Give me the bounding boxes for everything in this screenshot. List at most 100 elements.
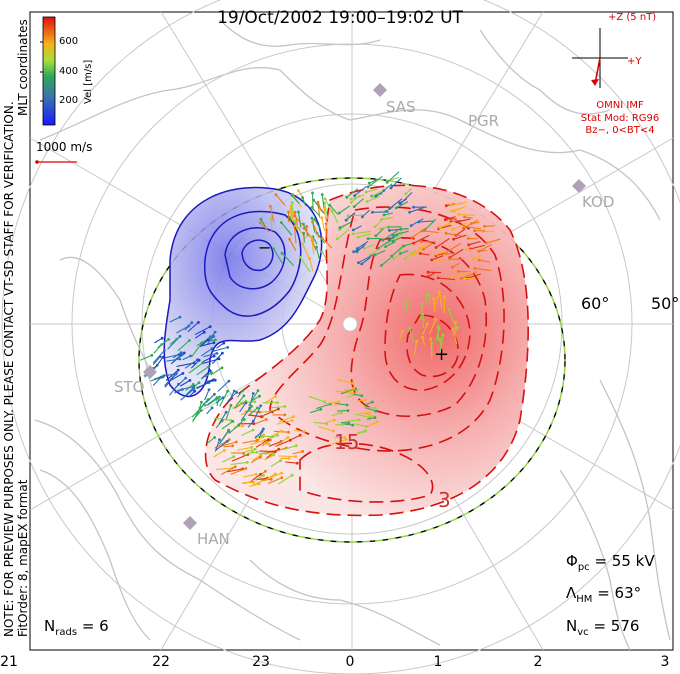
velocity-vector-origin <box>176 368 180 372</box>
velocity-vector <box>196 379 213 389</box>
velocity-vector <box>216 342 225 349</box>
velocity-vector-origin <box>390 254 394 258</box>
velocity-vector-origin <box>357 261 360 265</box>
velocity-vector-origin <box>232 455 236 459</box>
velocity-vector <box>345 212 356 221</box>
velocity-vector-origin <box>364 190 368 194</box>
velocity-vector <box>291 202 294 219</box>
velocity-vector-origin <box>376 247 380 250</box>
velocity-vector <box>253 405 262 421</box>
velocity-vector <box>237 446 252 451</box>
velocity-vector <box>311 207 321 217</box>
velocity-vector-origin <box>160 343 164 346</box>
mlt-tick-0: 0 <box>345 654 355 670</box>
velocity-vector <box>242 439 258 444</box>
velocity-vector-origin <box>365 425 368 428</box>
velocity-vector <box>445 216 456 221</box>
velocity-vector-origin <box>212 341 216 345</box>
velocity-vector <box>358 254 375 264</box>
velocity-vector <box>140 354 153 361</box>
velocity-vector-origin <box>288 438 292 442</box>
velocity-vector-origin <box>178 357 182 361</box>
velocity-vector-origin <box>388 229 391 232</box>
velocity-vector-origin <box>269 204 272 208</box>
stat-n-rads: Nrads = 6 <box>44 617 109 638</box>
velocity-vector-origin <box>351 423 355 427</box>
velocity-vector-origin <box>222 341 226 345</box>
velocity-vector <box>313 421 327 425</box>
velocity-vector <box>472 255 482 260</box>
velocity-vector <box>153 344 163 354</box>
velocity-vector-origin <box>449 203 453 207</box>
velocity-vector-origin <box>434 246 438 249</box>
velocity-vector-origin <box>422 247 425 251</box>
velocity-vector-origin <box>420 335 424 339</box>
velocity-vector-origin <box>241 389 244 393</box>
velocity-vector-origin <box>302 231 306 235</box>
velocity-vector-origin <box>244 467 248 470</box>
velocity-vector-origin <box>277 407 280 411</box>
velocity-vector-origin <box>273 450 277 453</box>
velocity-vector-origin <box>373 253 377 257</box>
stat-lambda-hm: ΛHM = 63° <box>566 584 642 605</box>
colorbar-tick-400: 400 <box>59 66 79 77</box>
velocity-vector-origin <box>426 322 429 326</box>
coordinate-note: MLT coordinates <box>16 19 30 116</box>
velocity-vector-origin <box>199 409 203 412</box>
velocity-vector-origin <box>402 244 405 248</box>
velocity-vector <box>294 429 305 433</box>
velocity-vector-origin <box>298 433 302 437</box>
velocity-vector <box>309 258 314 272</box>
velocity-vector <box>452 328 458 345</box>
velocity-vector-origin <box>310 206 314 209</box>
velocity-vector-origin <box>259 455 262 459</box>
velocity-vector <box>223 445 233 448</box>
velocity-vector <box>250 456 261 464</box>
velocity-vector <box>449 248 464 259</box>
velocity-vector-origin <box>349 201 353 204</box>
velocity-vector-origin <box>251 392 255 395</box>
velocity-vector <box>367 421 378 427</box>
velocity-vector-origin <box>218 438 221 442</box>
velocity-vector-origin <box>388 238 391 242</box>
velocity-vector-origin <box>466 237 470 240</box>
velocity-vector-origin <box>258 410 262 414</box>
velocity-vector-origin <box>352 205 356 209</box>
velocity-vector-origin <box>200 342 203 345</box>
velocity-vector <box>248 390 259 407</box>
velocity-vector <box>310 408 321 414</box>
velocity-vector-origin <box>394 206 398 210</box>
colorbar <box>42 16 56 126</box>
velocity-vector-origin <box>226 346 230 349</box>
velocity-vector <box>172 352 182 359</box>
velocity-vector <box>439 221 454 229</box>
velocity-vector <box>217 380 230 392</box>
velocity-vector-origin <box>288 237 291 241</box>
velocity-vector-origin <box>426 275 430 279</box>
station-label-kod: KOD <box>582 193 615 211</box>
velocity-vector-origin <box>269 216 273 220</box>
velocity-vector-origin <box>346 409 350 412</box>
station-markers <box>143 83 586 530</box>
page-title: 19/Oct/2002 19:00–19:02 UT <box>217 8 463 28</box>
velocity-vector <box>260 219 267 228</box>
velocity-vector <box>312 236 318 245</box>
velocity-vector <box>405 301 408 311</box>
velocity-vector-origin <box>315 245 318 249</box>
velocity-vector-origin <box>450 209 453 213</box>
velocity-vector <box>329 438 347 446</box>
velocity-vector <box>420 252 430 256</box>
velocity-vector-origin <box>235 391 239 394</box>
velocity-vector <box>413 234 430 244</box>
velocity-vector <box>383 212 394 216</box>
velocity-vector-origin <box>274 395 277 398</box>
velocity-vector <box>430 338 433 357</box>
velocity-vector <box>210 367 223 376</box>
velocity-vector-origin <box>292 415 295 418</box>
velocity-vector <box>219 391 229 407</box>
velocity-vector <box>470 244 485 250</box>
velocity-vector <box>274 439 291 448</box>
velocity-vector <box>265 473 276 481</box>
velocity-vector-origin <box>408 326 412 330</box>
velocity-vector-origin <box>427 293 431 297</box>
